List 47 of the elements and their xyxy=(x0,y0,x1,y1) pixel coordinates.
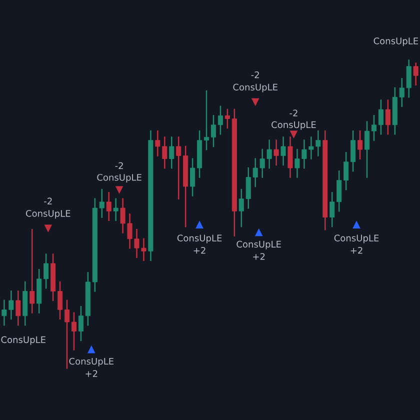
annotation: ConsUpLE xyxy=(272,121,316,130)
candlestick xyxy=(169,136,174,169)
text: +2 xyxy=(86,370,98,377)
candlestick xyxy=(218,106,223,135)
annotation: ConsUpLE xyxy=(97,174,142,183)
annotation: ConsUpLE xyxy=(233,84,278,92)
candlestick xyxy=(78,306,84,342)
candlestick xyxy=(274,140,279,166)
candlestick xyxy=(288,136,293,178)
candlestick xyxy=(224,108,230,129)
candlestick xyxy=(280,136,286,166)
candlestick xyxy=(385,100,390,135)
candlestick xyxy=(113,198,118,221)
candlestick xyxy=(371,115,376,141)
annotation: -2 xyxy=(290,110,298,116)
annotation: +2 xyxy=(253,253,265,260)
annotation: ConsUpLE xyxy=(334,234,379,244)
candlestick xyxy=(16,290,21,326)
candlestick xyxy=(30,228,35,314)
annotation: -2 xyxy=(44,198,52,204)
candlestick xyxy=(71,312,76,350)
candlestick xyxy=(106,192,112,221)
candlestick xyxy=(57,281,63,320)
annotation: ConsUpLE xyxy=(177,234,222,244)
candlestick xyxy=(330,192,335,228)
annotation: ConsUpLE xyxy=(1,336,46,345)
candlestick xyxy=(44,254,49,289)
candlestick xyxy=(350,130,356,172)
text: ConsUpLE xyxy=(374,38,418,46)
candlestick xyxy=(176,136,182,200)
annotation: +2 xyxy=(350,246,362,254)
annotation: -2 xyxy=(115,162,123,169)
candlestick xyxy=(190,158,196,196)
candlestick xyxy=(204,90,210,150)
annotation: ConsUpLE xyxy=(236,240,281,250)
candlestick xyxy=(378,100,384,135)
candlestick xyxy=(364,121,370,178)
candlestick xyxy=(210,115,216,148)
annotation: ConsUpLE xyxy=(69,358,114,366)
candlestick xyxy=(64,300,70,369)
candlestick xyxy=(336,170,342,212)
candlestick xyxy=(413,62,418,86)
candlestick xyxy=(357,130,363,160)
annotation: +2 xyxy=(194,246,206,254)
annotation: ConsUpLE xyxy=(26,210,70,219)
candlestick xyxy=(344,152,349,190)
annotation: -2 xyxy=(251,71,259,78)
